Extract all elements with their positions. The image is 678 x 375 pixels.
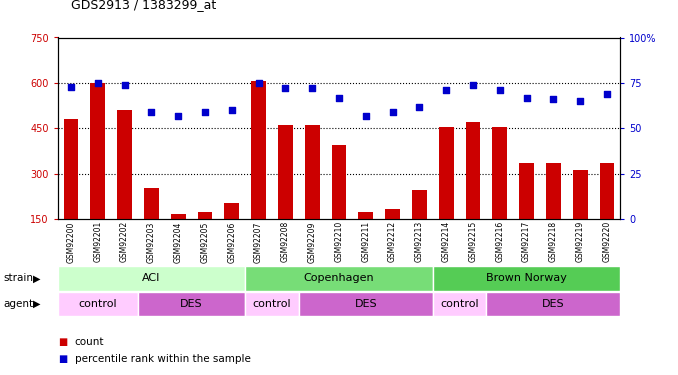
- Point: [199, 109, 210, 115]
- Point: [414, 104, 425, 110]
- Bar: [198, 212, 212, 219]
- Bar: [138, 292, 245, 316]
- Text: DES: DES: [355, 299, 377, 309]
- Point: [173, 113, 184, 119]
- Point: [548, 96, 559, 102]
- Bar: [144, 188, 159, 219]
- Text: GSM92202: GSM92202: [120, 221, 129, 262]
- Text: DES: DES: [542, 299, 565, 309]
- Point: [601, 91, 612, 97]
- Text: ACI: ACI: [142, 273, 161, 284]
- Point: [226, 107, 237, 113]
- Point: [361, 113, 372, 119]
- Bar: [278, 125, 293, 219]
- Bar: [224, 203, 239, 219]
- Bar: [599, 163, 614, 219]
- Point: [66, 84, 77, 90]
- Text: GSM92210: GSM92210: [334, 221, 344, 262]
- Point: [253, 80, 264, 86]
- Text: GSM92203: GSM92203: [147, 221, 156, 262]
- Bar: [90, 83, 105, 219]
- Bar: [433, 266, 620, 291]
- Bar: [58, 292, 138, 316]
- Text: GSM92217: GSM92217: [522, 221, 531, 262]
- Point: [119, 82, 130, 88]
- Text: percentile rank within the sample: percentile rank within the sample: [75, 354, 250, 364]
- Bar: [439, 127, 454, 219]
- Text: GSM92219: GSM92219: [576, 221, 584, 262]
- Bar: [433, 292, 486, 316]
- Text: GSM92200: GSM92200: [66, 221, 75, 262]
- Bar: [171, 214, 186, 219]
- Bar: [573, 170, 588, 219]
- Point: [575, 98, 586, 104]
- Text: ■: ■: [58, 354, 67, 364]
- Bar: [252, 81, 266, 219]
- Text: GSM92204: GSM92204: [174, 221, 182, 262]
- Text: GSM92209: GSM92209: [308, 221, 317, 262]
- Text: ■: ■: [58, 338, 67, 347]
- Text: control: control: [440, 299, 479, 309]
- Bar: [412, 190, 426, 219]
- Point: [521, 94, 532, 100]
- Text: GSM92218: GSM92218: [549, 221, 558, 262]
- Point: [334, 94, 344, 100]
- Text: GSM92212: GSM92212: [388, 221, 397, 262]
- Bar: [299, 292, 433, 316]
- Bar: [486, 292, 620, 316]
- Text: GSM92205: GSM92205: [201, 221, 210, 262]
- Text: GSM92211: GSM92211: [361, 221, 370, 262]
- Bar: [359, 212, 373, 219]
- Text: ▶: ▶: [33, 273, 40, 284]
- Bar: [64, 119, 79, 219]
- Point: [387, 109, 398, 115]
- Text: GSM92201: GSM92201: [94, 221, 102, 262]
- Point: [146, 109, 157, 115]
- Text: GSM92214: GSM92214: [441, 221, 451, 262]
- Point: [441, 87, 452, 93]
- Text: GSM92213: GSM92213: [415, 221, 424, 262]
- Bar: [117, 110, 132, 219]
- Text: Brown Norway: Brown Norway: [486, 273, 567, 284]
- Bar: [245, 292, 299, 316]
- Point: [494, 87, 505, 93]
- Text: GDS2913 / 1383299_at: GDS2913 / 1383299_at: [71, 0, 216, 11]
- Text: control: control: [253, 299, 292, 309]
- Point: [280, 86, 291, 92]
- Text: DES: DES: [180, 299, 203, 309]
- Text: Copenhagen: Copenhagen: [304, 273, 374, 284]
- Text: GSM92220: GSM92220: [603, 221, 612, 262]
- Text: count: count: [75, 338, 104, 347]
- Bar: [492, 127, 507, 219]
- Text: strain: strain: [3, 273, 33, 284]
- Text: GSM92207: GSM92207: [254, 221, 263, 262]
- Text: GSM92208: GSM92208: [281, 221, 290, 262]
- Bar: [519, 163, 534, 219]
- Bar: [332, 145, 346, 219]
- Bar: [546, 163, 561, 219]
- Text: control: control: [79, 299, 117, 309]
- Point: [468, 82, 479, 88]
- Text: GSM92215: GSM92215: [468, 221, 477, 262]
- Text: ▶: ▶: [33, 299, 40, 309]
- Bar: [58, 266, 245, 291]
- Point: [92, 80, 103, 86]
- Bar: [466, 122, 480, 219]
- Bar: [245, 266, 433, 291]
- Text: GSM92216: GSM92216: [496, 221, 504, 262]
- Bar: [385, 209, 400, 219]
- Point: [306, 86, 317, 92]
- Text: agent: agent: [3, 299, 33, 309]
- Bar: [305, 125, 319, 219]
- Text: GSM92206: GSM92206: [227, 221, 237, 262]
